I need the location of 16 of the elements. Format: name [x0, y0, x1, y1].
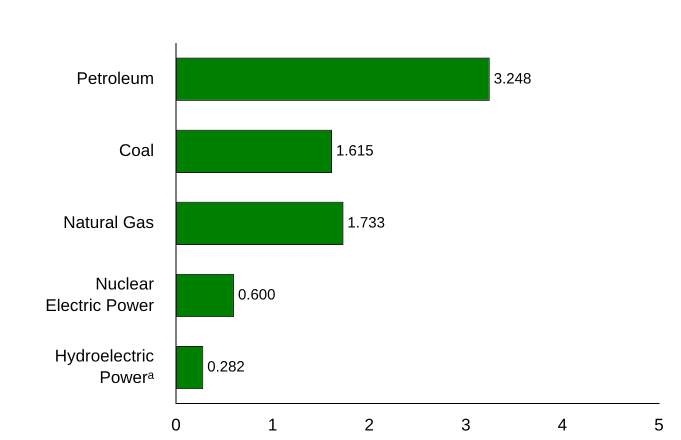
x-tick-label: 4 — [558, 415, 568, 434]
x-tick-label: 2 — [364, 415, 374, 434]
x-tick-label: 0 — [171, 415, 181, 434]
data-label: 1.733 — [347, 214, 385, 232]
x-tick-label: 1 — [268, 415, 278, 434]
y-tick-label: Petroleum — [76, 68, 154, 88]
y-tick-label: Natural Gas — [63, 213, 154, 232]
x-tick-label: 5 — [654, 415, 664, 434]
data-label: 0.600 — [238, 286, 276, 304]
x-tick-label: 3 — [461, 415, 471, 434]
data-label: 1.615 — [336, 142, 374, 160]
y-tick-label: Coal — [119, 141, 154, 160]
y-tick-label: Nuclear Electric Power — [45, 274, 154, 315]
data-label: 3.248 — [494, 70, 532, 88]
y-tick-label: Hydroelectric Powerᵃ — [54, 346, 155, 387]
data-label: 0.282 — [207, 358, 245, 376]
